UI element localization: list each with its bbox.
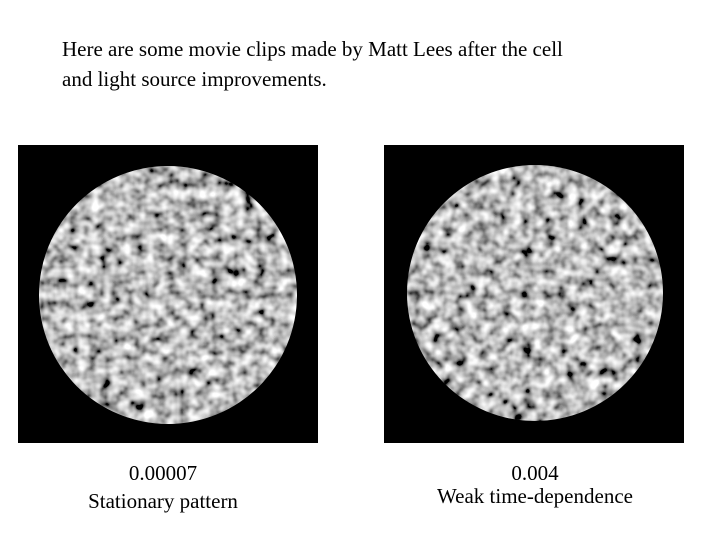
panel-caption: Stationary pattern [88,489,238,513]
panel-caption: Weak time-dependence [437,484,633,508]
panel-value: 0.00007 [129,461,197,485]
movie-frame [384,145,684,443]
movie-frame [18,145,318,443]
intro-line: Here are some movie clips made by Matt L… [62,37,563,61]
panel-value: 0.004 [511,461,559,485]
intro-line: and light source improvements. [62,67,327,91]
